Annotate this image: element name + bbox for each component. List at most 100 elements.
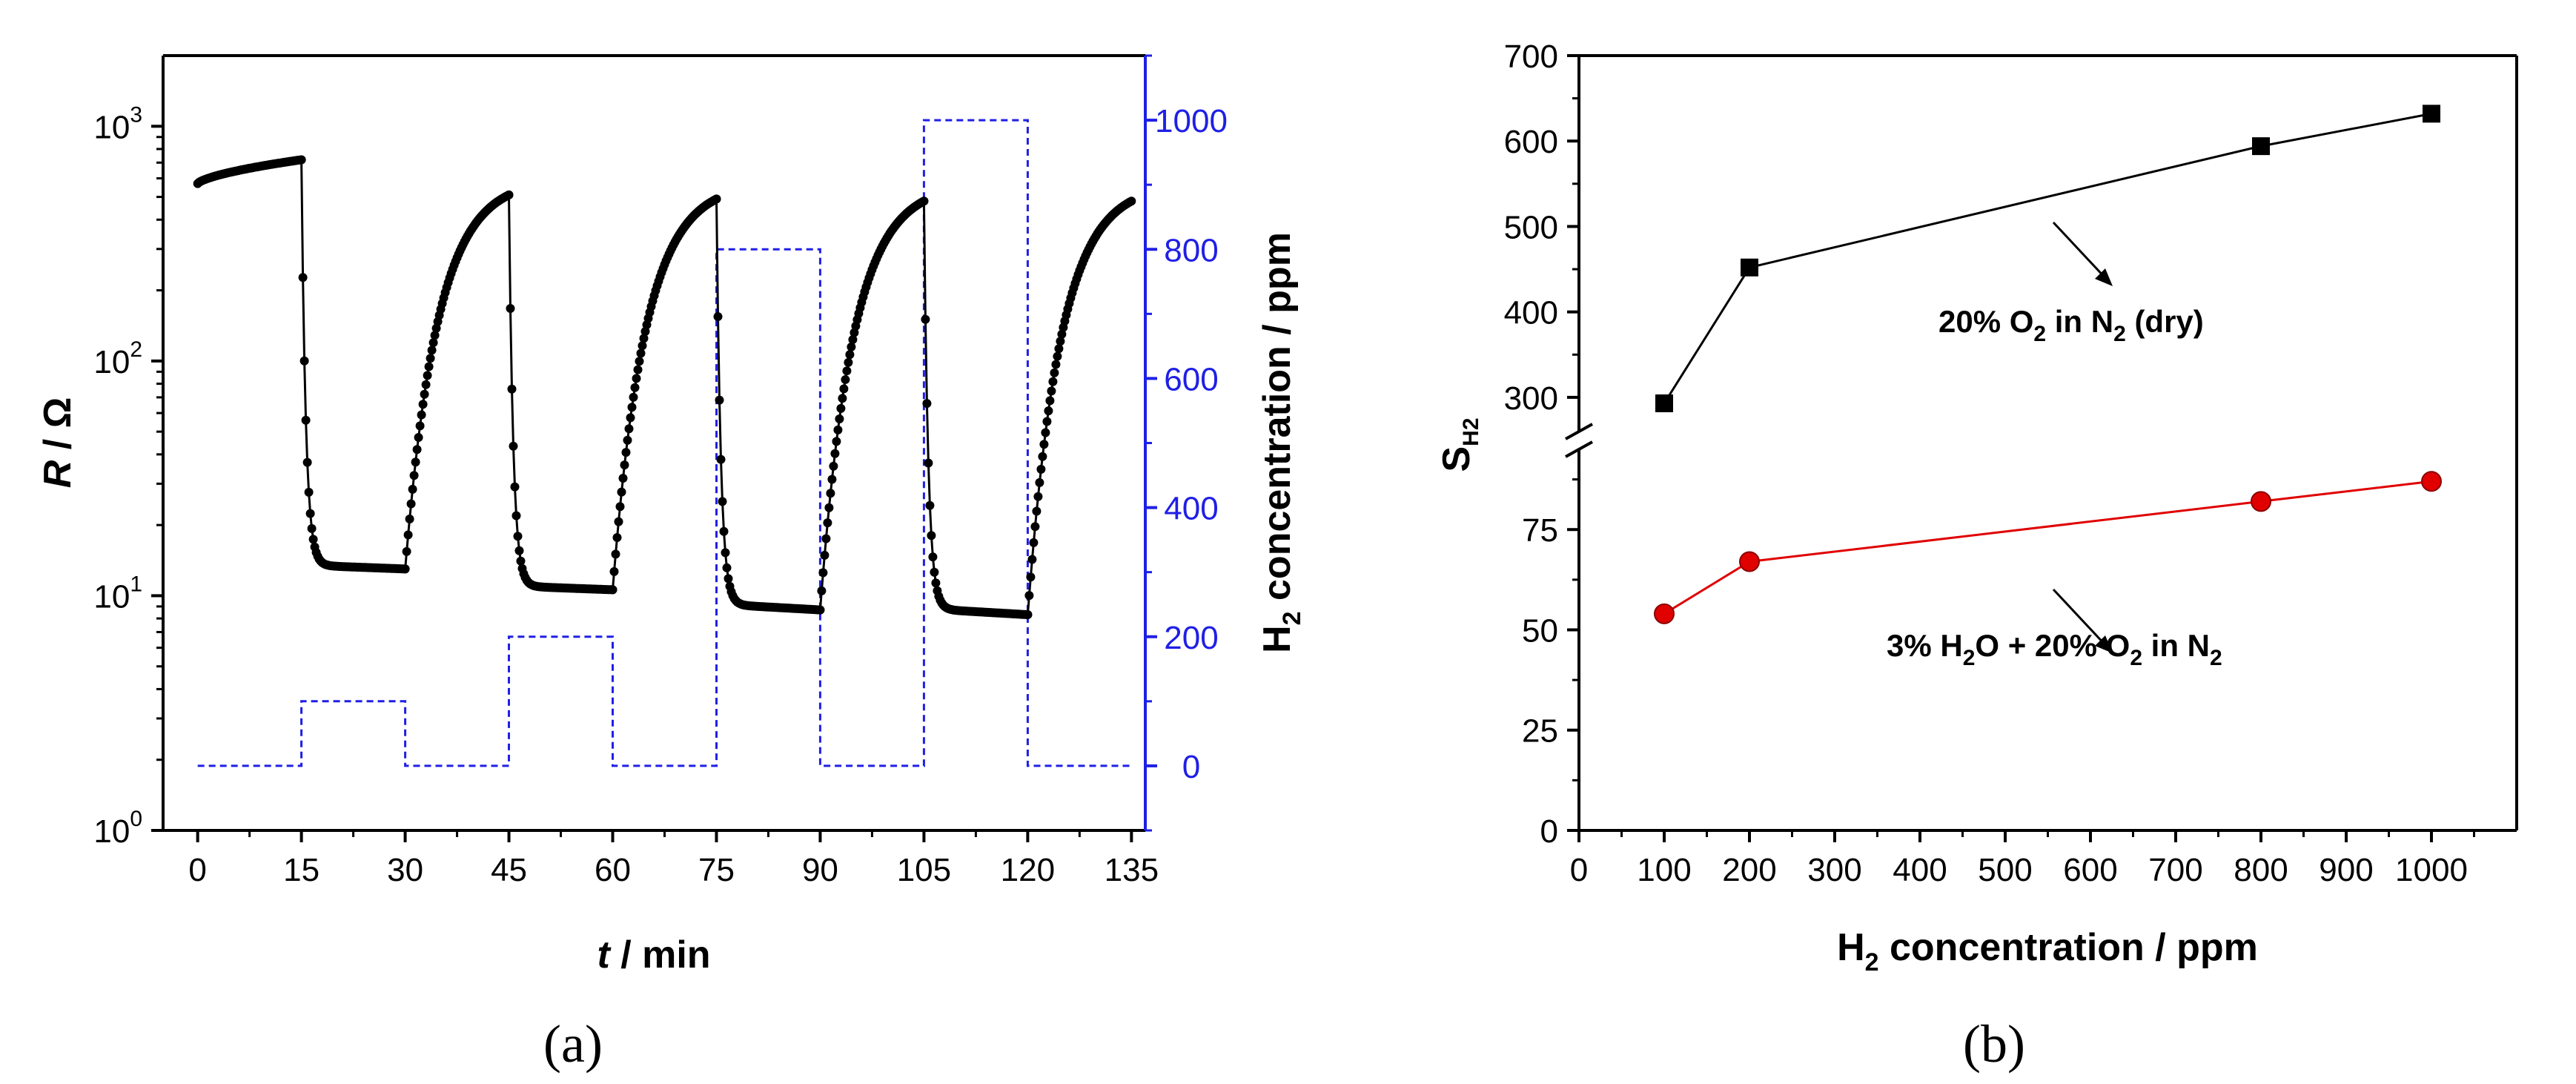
resistance-point [627,403,637,412]
b-x-tick-label: 600 [2063,852,2117,888]
resistance-point [635,357,644,366]
b-x-tick-label: 900 [2319,852,2373,888]
resistance-point [927,531,936,541]
resistance-point [1027,555,1037,564]
panel-a-chart: 0 15 30 45 60 75 90 105 120 135 100 101 102 103 0 200… [36,54,1306,1074]
b-y-tick-label: 700 [1504,39,1558,75]
a-x-tick-label: 90 [802,852,838,888]
a-x-tick-label: 60 [595,852,631,888]
resistance-point [411,457,420,467]
resistance-point [423,371,432,380]
resistance-point [1030,522,1040,532]
resistance-point [719,526,729,536]
resistance-point [931,578,941,588]
resistance-point [924,458,933,468]
resistance-point [506,304,515,313]
resistance-point [820,550,830,560]
b-y-tick-label: 25 [1522,713,1558,750]
dry-annotation-arrowhead [2095,268,2113,286]
resistance-point [408,484,417,494]
resistance-point [415,421,425,431]
humid-annotation-arrowhead [2095,635,2113,653]
a-x-tick-label: 135 [1105,852,1159,888]
b-x-tick-label: 200 [1722,852,1776,888]
resistance-point [409,471,419,480]
b-y-tick-label: 500 [1504,209,1558,245]
resistance-point [304,487,314,497]
resistance-point [640,327,650,336]
resistance-point [824,503,834,512]
resistance-line [196,158,1133,616]
a-y-left-tick-label: 102 [93,337,142,380]
resistance-point [1053,351,1062,361]
resistance-point [308,535,318,544]
resistance-point [1054,344,1064,354]
resistance-point [406,499,416,509]
b-x-tick-label: 1000 [2395,852,2468,888]
resistance-point [712,194,721,204]
dry-series-point [1655,394,1673,412]
resistance-point [833,425,843,434]
resistance-point [721,548,730,558]
resistance-point [302,457,312,467]
resistance-point [305,509,315,518]
resistance-point [823,518,832,528]
panel-b-chart: 0 100 200 300 400 500 600 700 800 900 1000 0 25 50 75… [1435,39,2518,1074]
resistance-point [620,460,629,470]
resistance-point [621,448,631,457]
resistance-point [928,552,938,562]
resistance-point [638,341,647,351]
b-y-axis-title: SH2 [1435,417,1483,472]
resistance-point [1050,368,1059,377]
panel-a-label: (a) [543,1014,603,1074]
resistance-point [614,517,623,526]
resistance-point [1041,428,1050,437]
b-x-tick-label: 100 [1637,852,1691,888]
resistance-point [919,196,929,206]
resistance-point [403,530,413,540]
resistance-point [1044,406,1053,416]
resistance-point [1024,591,1034,601]
resistance-point [1029,538,1039,547]
b-y-tick-label: 50 [1522,612,1558,649]
resistance-point [1127,196,1136,206]
resistance-point [829,461,838,471]
resistance-point [297,155,306,165]
b-x-tick-label: 700 [2148,852,2202,888]
resistance-point [716,455,726,464]
resistance-point [1026,572,1036,582]
humid-series-point [2421,471,2442,492]
resistance-point [839,384,849,394]
resistance-point [418,400,428,409]
a-y-right-tick-label: 200 [1164,620,1218,656]
resistance-point [1047,386,1056,396]
a-y-right-tick-label: 400 [1164,491,1218,527]
resistance-point [424,362,434,371]
dry-series-label: 20% O2 in N2 (dry) [1938,304,2204,346]
resistance-point [421,380,431,389]
resistance-point [713,312,723,321]
resistance-point [830,449,840,458]
b-y-tick-label: 75 [1522,512,1558,549]
resistance-point [841,375,850,384]
b-x-tick-label: 500 [1978,852,2032,888]
a-right-y-axis-title: H2 concentration / ppm [1256,232,1306,653]
resistance-point [847,342,856,351]
resistance-point [832,437,841,446]
resistance-point [639,334,649,343]
dry-annotation-arrow [2052,221,2109,282]
resistance-point [1033,492,1043,501]
resistance-point [817,586,827,595]
resistance-point [430,331,440,340]
resistance-point [609,566,619,576]
resistance-point [412,445,422,455]
b-x-axis-title: H2 concentration / ppm [1837,926,2258,976]
resistance-point [513,532,523,541]
resistance-point [611,549,620,559]
a-y-right-tick-label: 0 [1182,749,1200,785]
resistance-point [1048,377,1058,386]
b-y-tick-label: 300 [1504,380,1558,417]
dry-series-point [1741,258,1758,277]
a-x-tick-label: 45 [491,852,527,888]
resistance-point [845,350,855,360]
